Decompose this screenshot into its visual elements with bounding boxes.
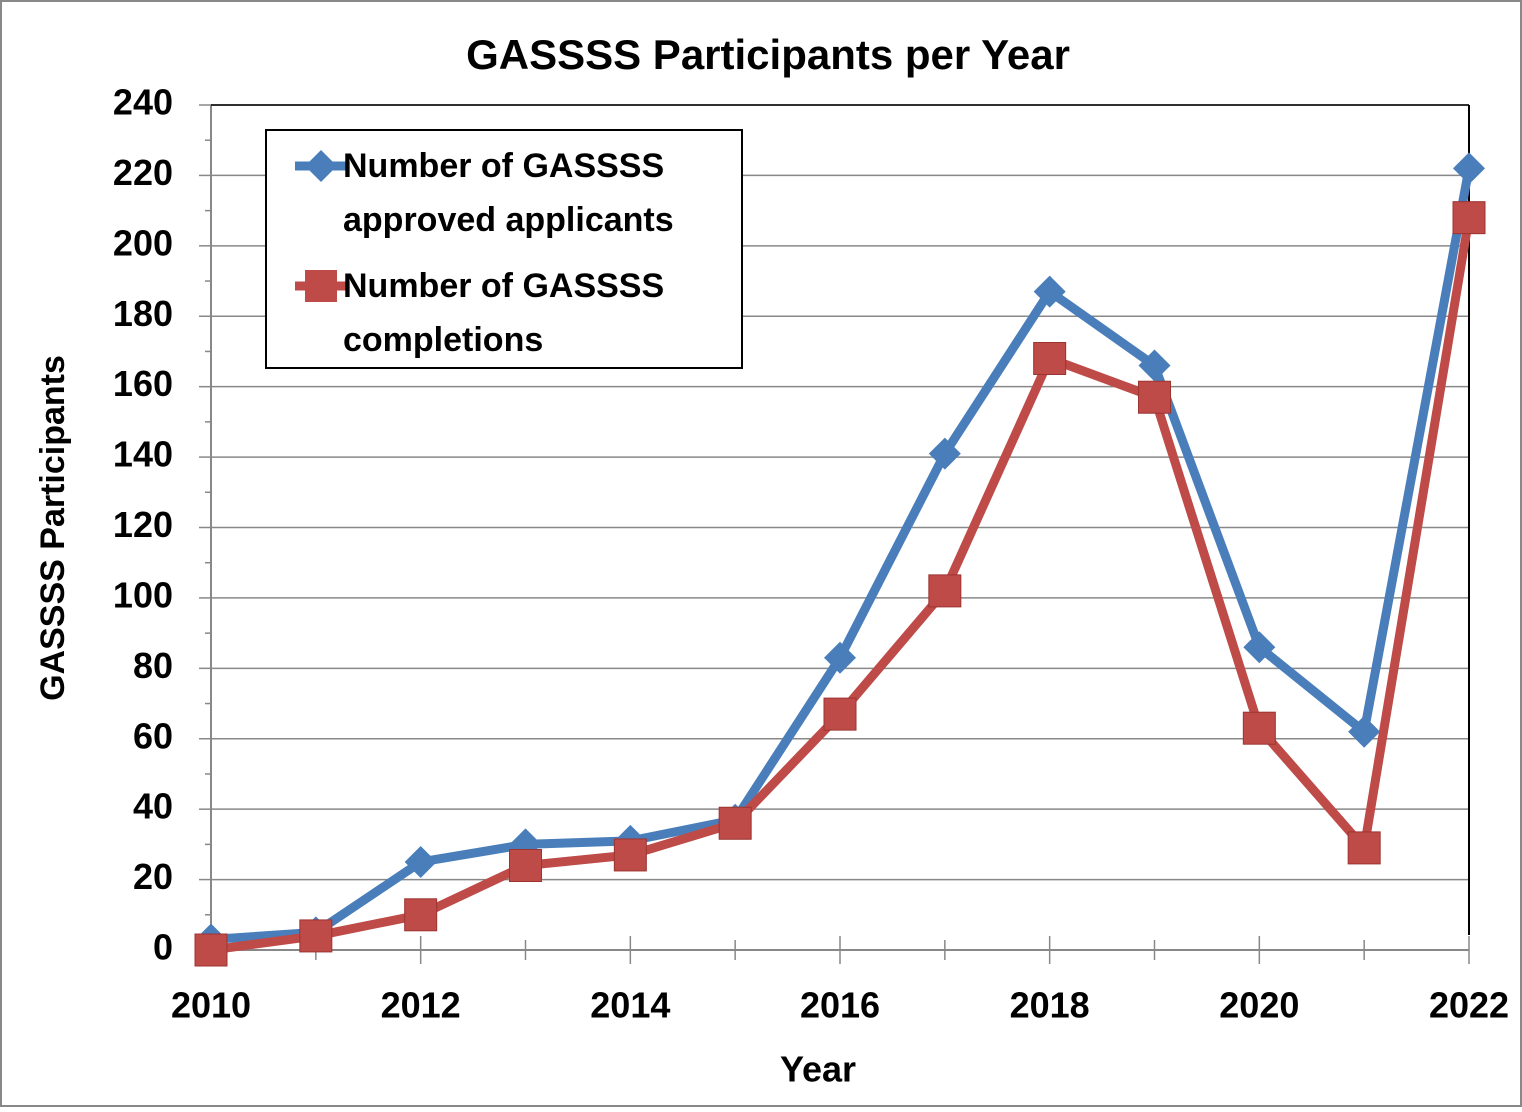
y-tick-label: 240 — [113, 82, 173, 123]
marker — [824, 641, 856, 674]
x-tick-label: 2016 — [800, 985, 880, 1026]
x-tick-label: 2012 — [381, 985, 461, 1026]
marker — [299, 919, 333, 953]
marker — [613, 838, 647, 872]
x-tick-label: 2022 — [1429, 985, 1509, 1026]
marker — [928, 574, 962, 608]
marker — [1138, 380, 1171, 414]
marker — [1033, 342, 1067, 375]
y-tick-label: 80 — [133, 645, 173, 686]
marker — [1452, 201, 1486, 235]
legend-marker — [305, 150, 337, 182]
x-tick-label: 2018 — [1010, 985, 1090, 1026]
marker — [404, 898, 438, 932]
marker — [194, 933, 228, 967]
legend: Number of GASSSS approved applicants Numb… — [265, 129, 743, 369]
marker — [1243, 631, 1276, 664]
legend-label: Number of GASSSS completions — [343, 267, 665, 359]
y-tick-label: 140 — [113, 434, 173, 475]
y-tick-label: 60 — [133, 715, 173, 756]
chart-title: GASSSS Participants per Year — [466, 31, 1070, 78]
marker — [928, 437, 961, 470]
x-tick-label: 2020 — [1219, 985, 1299, 1026]
marker — [1348, 715, 1381, 748]
marker — [404, 845, 437, 878]
y-axis-label: GASSSS Participants — [34, 355, 72, 701]
y-tick-label: 200 — [113, 222, 173, 263]
y-tick-label: 160 — [113, 363, 173, 404]
legend-swatch — [295, 270, 347, 302]
y-tick-label: 0 — [153, 927, 173, 968]
legend-label: Number of GASSSS approved applicants — [343, 147, 674, 239]
marker — [1242, 711, 1276, 745]
x-axis-label: Year — [780, 1049, 856, 1090]
x-tick-label: 2010 — [171, 985, 251, 1026]
y-tick-label: 220 — [113, 152, 173, 193]
marker — [1347, 831, 1381, 865]
marker — [718, 806, 752, 840]
y-tick-label: 180 — [113, 293, 173, 334]
legend-swatch — [295, 150, 347, 182]
legend-marker — [305, 270, 337, 302]
marker — [1453, 152, 1485, 185]
y-tick-label: 120 — [113, 504, 173, 545]
marker — [1033, 275, 1066, 308]
marker — [509, 849, 542, 882]
marker — [823, 697, 857, 731]
y-tick-label: 20 — [133, 856, 173, 897]
y-tick-label: 40 — [133, 786, 173, 827]
y-tick-label: 100 — [113, 574, 173, 615]
x-tick-label: 2014 — [590, 985, 670, 1026]
marker — [1138, 349, 1171, 382]
